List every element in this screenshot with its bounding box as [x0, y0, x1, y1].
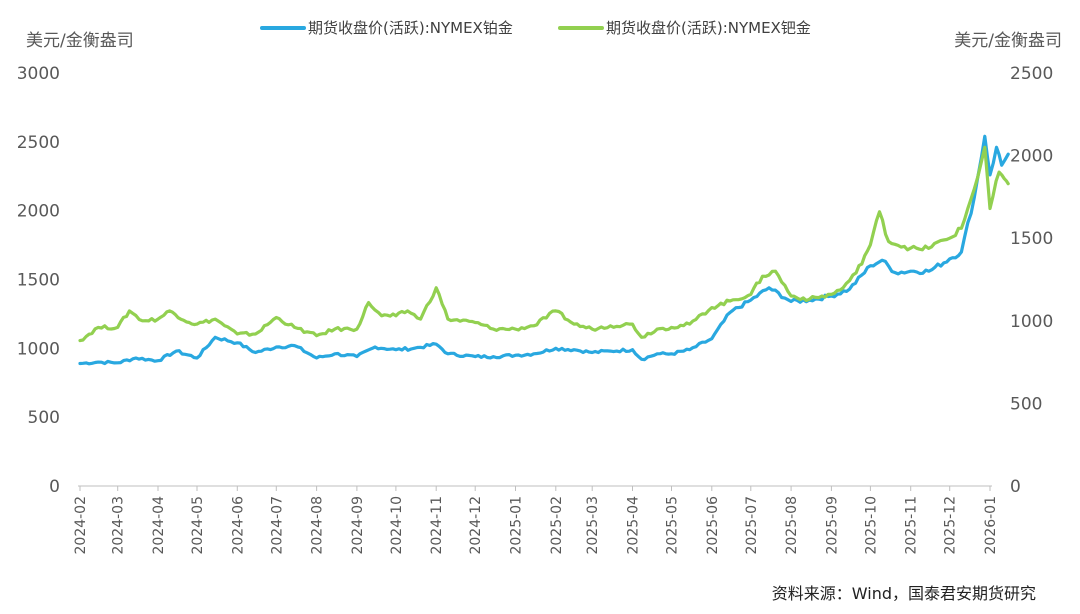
y-left-tick-label: 500 [28, 408, 60, 428]
x-axis-ticks: 2024-02 2024-03 2024-04 2024-05 2024-06 2024-… [73, 486, 999, 555]
y-right-tick-label: 2500 [1010, 64, 1053, 84]
y-right-tick-label: 0 [1010, 477, 1021, 497]
x-tick-label: 2024-10 [389, 496, 405, 555]
y-axis-right-ticks: 0 500 1000 1500 2000 2500 [1010, 64, 1053, 497]
y-axis-left-ticks: 0 500 1000 1500 2000 2500 3000 [17, 64, 60, 497]
source-note: 资料来源：Wind，国泰君安期货研究 [771, 584, 1036, 603]
x-tick-label: 2024-05 [190, 496, 206, 555]
x-tick-label: 2024-07 [269, 496, 285, 555]
y-left-tick-label: 2000 [17, 202, 60, 222]
series-line-2 [78, 145, 1010, 343]
y-axis-left-label: 美元/金衡盎司 [26, 31, 134, 51]
x-tick-label: 2024-06 [230, 496, 246, 555]
y-right-tick-label: 500 [1010, 394, 1042, 414]
y-right-tick-label: 1500 [1010, 229, 1053, 249]
x-tick-label: 2025-11 [904, 496, 920, 555]
x-tick-label: 2024-09 [350, 496, 366, 555]
x-tick-label: 2025-02 [549, 496, 565, 555]
y-left-tick-label: 1500 [17, 271, 60, 291]
x-tick-label: 2025-03 [585, 496, 601, 555]
y-left-tick-label: 1000 [17, 339, 60, 359]
legend: 期货收盘价(活跃):NYMEX铂金 期货收盘价(活跃):NYMEX钯金 [260, 19, 811, 37]
y-left-tick-label: 0 [49, 477, 60, 497]
x-tick-label: 2024-11 [429, 496, 445, 555]
x-tick-label: 2025-05 [665, 496, 681, 555]
legend-label-1: 期货收盘价(活跃):NYMEX铂金 [308, 19, 513, 37]
x-tick-label: 2025-09 [824, 496, 840, 555]
x-tick-label: 2026-01 [983, 496, 999, 555]
x-tick-label: 2024-04 [151, 496, 167, 555]
y-left-tick-label: 3000 [17, 64, 60, 84]
x-tick-label: 2025-12 [943, 496, 959, 555]
series-layer [78, 134, 1010, 366]
x-tick-label: 2025-10 [863, 496, 879, 555]
x-tick-label: 2025-07 [744, 496, 760, 555]
y-right-tick-label: 1000 [1010, 312, 1053, 332]
x-tick-label: 2024-02 [73, 496, 89, 555]
x-tick-label: 2025-06 [705, 496, 721, 555]
y-axis-right-label: 美元/金衡盎司 [954, 31, 1062, 51]
y-left-tick-label: 2500 [17, 133, 60, 153]
x-tick-label: 2024-12 [468, 496, 484, 555]
x-tick-label: 2025-08 [784, 496, 800, 555]
legend-label-2: 期货收盘价(活跃):NYMEX钯金 [606, 19, 811, 37]
x-tick-label: 2024-03 [111, 496, 127, 555]
y-right-tick-label: 2000 [1010, 147, 1053, 167]
x-tick-label: 2024-08 [310, 496, 326, 555]
x-tick-label: 2025-01 [509, 496, 525, 555]
x-tick-label: 2025-04 [626, 496, 642, 555]
series-line-1 [78, 134, 1010, 366]
